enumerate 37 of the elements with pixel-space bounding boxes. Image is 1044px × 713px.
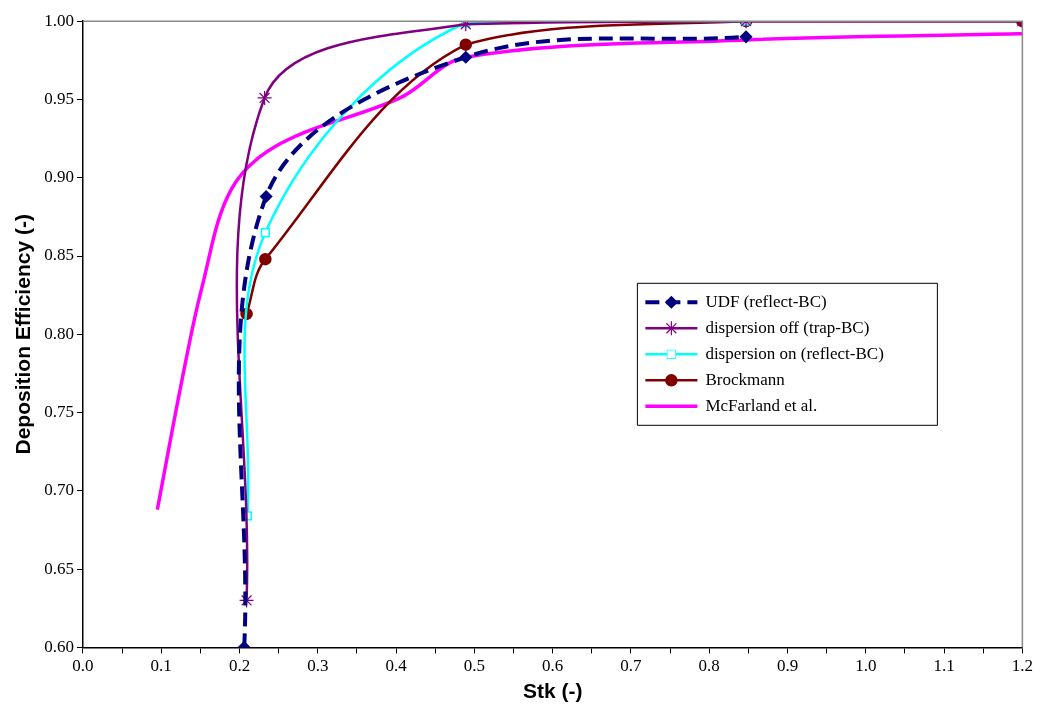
y-tick-label: 0.80 xyxy=(44,323,74,343)
legend-label: dispersion on (reflect-BC) xyxy=(705,343,884,363)
x-tick-label: 0.8 xyxy=(698,656,720,676)
y-tick-label: 0.65 xyxy=(44,558,74,578)
x-tick-label: 1.0 xyxy=(855,656,877,676)
y-tick-label: 0.60 xyxy=(44,636,74,656)
x-tick-label: 0.3 xyxy=(307,656,329,676)
line-series xyxy=(155,31,1023,512)
x-axis-title: Stk (-) xyxy=(522,679,583,703)
x-tick-label: 0.7 xyxy=(620,656,643,676)
point xyxy=(259,190,273,203)
x-tick-label: 0.0 xyxy=(72,656,94,676)
x-tick-label: 0.5 xyxy=(463,656,485,676)
legend-label: McFarland et al. xyxy=(705,395,818,415)
point xyxy=(459,38,473,51)
point xyxy=(256,90,273,106)
point xyxy=(259,252,272,266)
y-tick-label: 1.00 xyxy=(44,10,74,30)
x-tick-label: 0.9 xyxy=(776,656,799,676)
y-tick-label: 0.70 xyxy=(44,480,74,500)
y-axis-title: Deposition Efficiency (-) xyxy=(11,214,35,455)
y-tick-label: 0.90 xyxy=(44,167,74,187)
x-tick-label: 0.2 xyxy=(228,656,251,676)
point xyxy=(260,227,270,238)
legend-label: Brockmann xyxy=(705,369,786,389)
y-tick-label: 0.95 xyxy=(44,88,74,108)
x-tick-label: 1.2 xyxy=(1011,656,1033,676)
legend-label: UDF (reflect-BC) xyxy=(705,291,827,311)
x-tick-label: 0.4 xyxy=(385,656,408,676)
y-tick-label: 0.85 xyxy=(44,245,74,265)
x-tick-label: 1.1 xyxy=(933,656,955,676)
x-tick-label: 0.6 xyxy=(542,656,564,676)
y-tick-label: 0.75 xyxy=(44,402,74,422)
point xyxy=(459,50,473,64)
x-tick-label: 0.1 xyxy=(150,656,172,676)
legend-label: dispersion off (trap-BC) xyxy=(705,317,870,337)
point xyxy=(739,30,753,44)
